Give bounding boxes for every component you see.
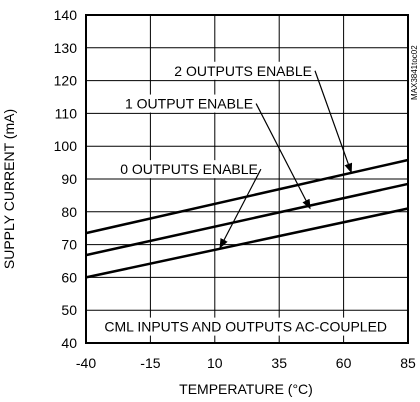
x-tick-label: 10 xyxy=(207,355,223,371)
y-tick-label: 90 xyxy=(61,171,77,187)
x-axis-title: TEMPERATURE (°C) xyxy=(179,381,313,397)
series-line-0-outputs-enable xyxy=(85,207,409,279)
annotations: 2 OUTPUTS ENABLE 1 OUTPUT ENABLE 0 OUTPUTS… xyxy=(101,61,391,336)
annotation-cml-inputs-and-outputs-ac-coupled: CML INPUTS AND OUTPUTS AC-COUPLED xyxy=(104,319,387,335)
figure-id-watermark: MAX3841toc02 xyxy=(410,45,419,100)
annotation-background xyxy=(121,94,257,113)
annotation-0-outputs-enable: 0 OUTPUTS ENABLE xyxy=(120,161,258,177)
y-tick-label: 140 xyxy=(54,7,78,23)
plot-area-frame xyxy=(85,14,409,344)
annotation-background xyxy=(101,317,391,336)
y-tick-label: 130 xyxy=(54,40,78,56)
annotation-1-output-enable: 1 OUTPUT ENABLE xyxy=(125,96,253,112)
annotation-arrow xyxy=(255,103,311,210)
y-tick-label: 50 xyxy=(61,302,77,318)
y-tick-label: 100 xyxy=(54,138,78,154)
x-tick-label: -15 xyxy=(140,355,160,371)
y-tick-label: 40 xyxy=(61,335,77,351)
y-tick-label: 80 xyxy=(61,204,77,220)
annotation-arrow xyxy=(314,70,353,174)
annotation-2-outputs-enable: 2 OUTPUTS ENABLE xyxy=(174,63,312,79)
tick-labels: -40 -15 10 35 60 85 40 50 60 70 80 90 100 110 120 130 14… xyxy=(54,7,416,371)
annotation-arrow xyxy=(219,168,262,249)
y-tick-label: 70 xyxy=(61,237,77,253)
x-tick-label: -40 xyxy=(76,355,96,371)
x-tick-label: 85 xyxy=(400,355,416,371)
x-tick-label: 35 xyxy=(271,355,287,371)
x-tick-label: 60 xyxy=(336,355,352,371)
series-line-1-output-enable xyxy=(85,182,409,257)
y-tick-label: 120 xyxy=(54,73,78,89)
y-tick-label: 60 xyxy=(61,269,77,285)
annotation-background xyxy=(171,61,315,80)
y-tick-label: 110 xyxy=(55,105,78,121)
annotation-background xyxy=(117,160,261,179)
y-axis-title: SUPPLY CURRENT (mA) xyxy=(1,109,17,269)
